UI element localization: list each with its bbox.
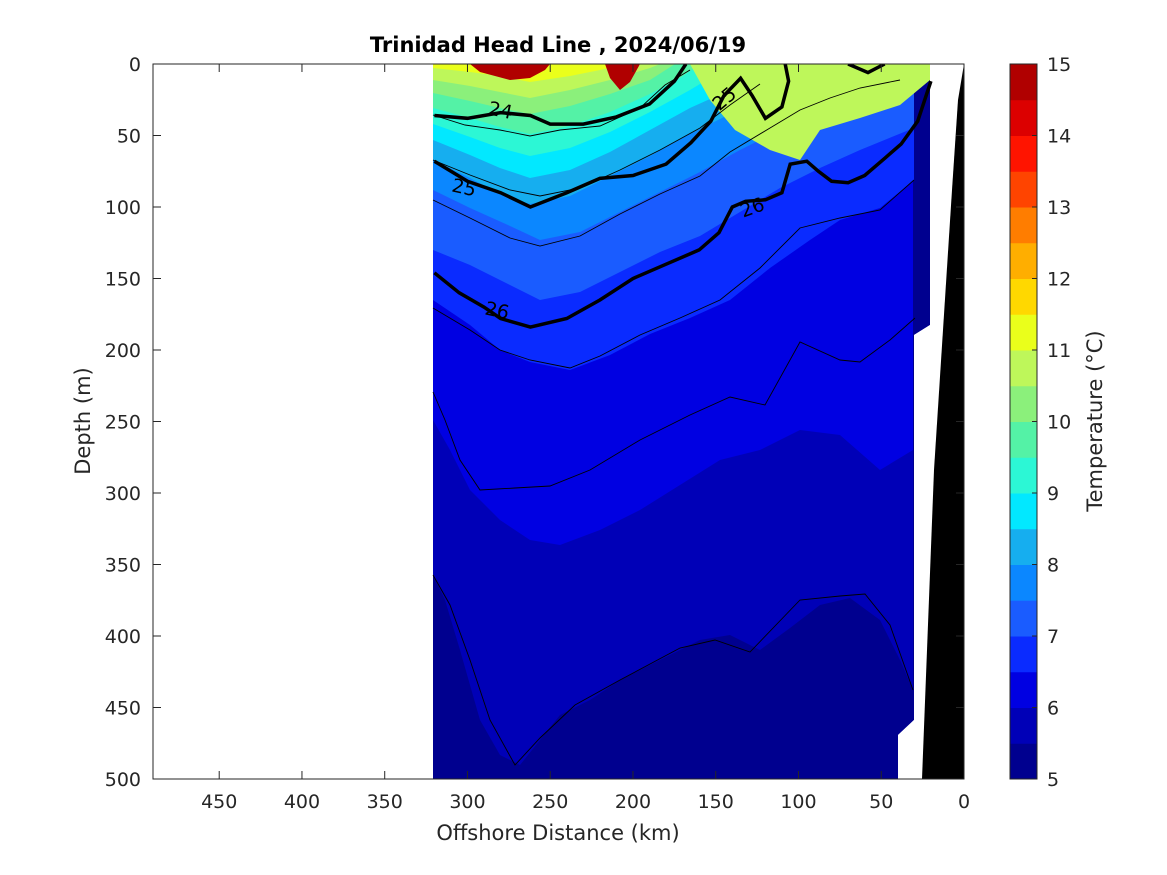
x-tick-label: 200 <box>615 791 651 813</box>
colorbar-swatch <box>1010 671 1037 708</box>
colorbar-swatch <box>1010 636 1037 673</box>
colorbar-tick-label: 7 <box>1047 626 1059 648</box>
x-tick-label: 250 <box>532 791 568 813</box>
contour-label: 25 <box>450 175 478 202</box>
colorbar-tick-label: 11 <box>1047 340 1071 362</box>
x-tick-label: 300 <box>449 791 485 813</box>
thin-contour <box>432 179 915 369</box>
colorbar-label: Temperature (°C) <box>1083 330 1107 512</box>
colorbar: 5 6 7 8 9 10 11 12 13 14 15 <box>1009 54 1071 791</box>
y-tick-label: 250 <box>105 412 141 434</box>
y-tick-label: 0 <box>129 54 141 76</box>
y-tick-label: 300 <box>105 483 141 505</box>
colorbar-tick-label: 14 <box>1047 126 1071 148</box>
colorbar-swatch <box>1010 457 1037 494</box>
colorbar-tick-label: 8 <box>1047 555 1059 577</box>
isopycnal-26 <box>433 80 933 329</box>
x-tick-label: 450 <box>201 791 237 813</box>
thin-contour <box>432 574 914 766</box>
x-axis-label: Offshore Distance (km) <box>436 821 679 845</box>
colorbar-swatch <box>1010 278 1037 315</box>
colorbar-tick-label: 13 <box>1047 197 1071 219</box>
colorbar-swatch <box>1010 99 1037 136</box>
colorbar-swatch <box>1010 528 1037 565</box>
x-tick-label: 100 <box>780 791 816 813</box>
y-tick-label: 50 <box>117 126 141 148</box>
temperature-patch <box>690 64 930 160</box>
isopycnal-25 <box>433 64 791 209</box>
temperature-band <box>470 64 550 80</box>
isopycnal-24 <box>434 64 688 126</box>
colorbar-swatch <box>1010 493 1037 530</box>
colorbar-swatch <box>1010 421 1037 458</box>
thin-contour <box>432 69 691 137</box>
isopycnal-24 <box>847 64 886 75</box>
colorbar-tick-label: 5 <box>1047 769 1059 791</box>
colorbar-swatch <box>1010 171 1037 208</box>
colorbar-swatch <box>1010 207 1037 244</box>
colorbar-swatch <box>1010 350 1037 387</box>
colorbar-tick-label: 10 <box>1047 412 1071 434</box>
contour-label: 26 <box>483 298 511 325</box>
y-tick-label: 500 <box>105 769 141 791</box>
colorbar-tick-label: 6 <box>1047 698 1059 720</box>
colorbar-swatch <box>1010 314 1037 351</box>
y-tick-label: 400 <box>105 626 141 648</box>
contour-label: 24 <box>486 97 514 124</box>
chart-title: Trinidad Head Line , 2024/06/19 <box>370 33 746 57</box>
y-tick-label: 100 <box>105 197 141 219</box>
y-tick-label: 450 <box>105 698 141 720</box>
colorbar-swatch <box>1010 64 1037 101</box>
colorbar-tick-label: 15 <box>1047 54 1071 76</box>
no-data-region <box>898 64 964 779</box>
y-tick-label: 350 <box>105 555 141 577</box>
colorbar-tick-label: 9 <box>1047 483 1059 505</box>
colorbar-swatch <box>1010 743 1037 780</box>
x-tick-label: 350 <box>367 791 403 813</box>
colorbar-swatch <box>1010 707 1037 744</box>
seafloor-bathymetry <box>922 64 964 779</box>
colorbar-tick-label: 12 <box>1047 269 1071 291</box>
thin-contour <box>432 79 901 247</box>
thin-contour <box>432 317 916 491</box>
y-tick-label: 150 <box>105 269 141 291</box>
colorbar-swatch <box>1010 564 1037 601</box>
colorbar-swatch <box>1010 385 1037 422</box>
y-tick-label: 200 <box>105 340 141 362</box>
y-axis-label: Depth (m) <box>71 367 95 474</box>
x-tick-label: 400 <box>284 791 320 813</box>
x-tick-label: 0 <box>958 791 970 813</box>
colorbar-swatch <box>1010 135 1037 172</box>
x-tick-label: 150 <box>698 791 734 813</box>
x-tick-label: 50 <box>869 791 893 813</box>
temperature-band <box>605 64 640 90</box>
colorbar-swatch <box>1010 242 1037 279</box>
colorbar-swatch <box>1010 600 1037 637</box>
